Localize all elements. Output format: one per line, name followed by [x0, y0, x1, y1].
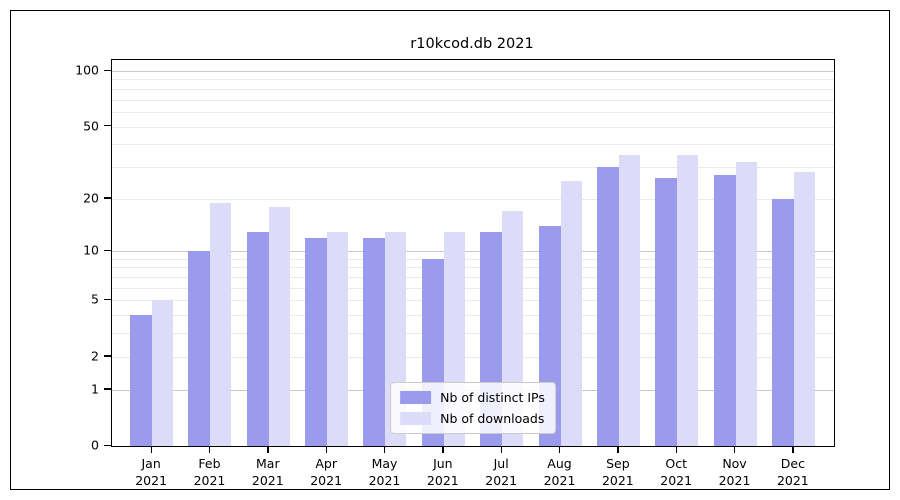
- x-tick-label-jan: Jan 2021: [135, 456, 168, 488]
- minor-gridline: [112, 99, 834, 101]
- minor-gridline: [112, 277, 834, 279]
- bar-distinct-ips-sep: [596, 167, 619, 446]
- bar-distinct-ips-feb: [188, 251, 211, 446]
- minor-gridline: [112, 258, 834, 260]
- y-tick-label: 1: [91, 381, 99, 397]
- x-tick-mark: [267, 446, 269, 453]
- bar-downloads-feb: [210, 202, 232, 446]
- major-gridline: [112, 251, 834, 253]
- x-tick-label-jul: Jul 2021: [485, 456, 518, 488]
- x-tick-label-may: May 2021: [368, 456, 401, 488]
- legend-entry-distinct-ips: Nb of distinct IPs: [400, 390, 545, 405]
- y-tick-mark: [104, 125, 111, 127]
- x-tick-mark: [500, 446, 503, 453]
- y-tick-mark: [104, 249, 111, 252]
- bar-downloads-aug: [560, 181, 582, 446]
- bar-downloads-apr: [327, 231, 349, 446]
- y-tick-label: 20: [83, 190, 99, 206]
- legend-swatch-downloads: [400, 412, 432, 425]
- legend-label-downloads: Nb of downloads: [440, 411, 545, 426]
- y-tick-label: 2: [91, 348, 99, 364]
- y-tick-label: 100: [75, 62, 99, 78]
- x-tick-mark: [792, 446, 794, 453]
- minor-gridline: [112, 144, 834, 146]
- x-tick-mark: [325, 446, 328, 453]
- y-tick-mark: [104, 444, 111, 446]
- y-tick-mark: [104, 388, 111, 390]
- minor-gridline: [112, 315, 834, 317]
- minor-gridline: [112, 267, 834, 269]
- bar-downloads-oct: [677, 154, 699, 446]
- x-tick-mark: [442, 446, 444, 453]
- minor-gridline: [112, 88, 834, 90]
- legend: Nb of distinct IPs Nb of downloads: [390, 382, 556, 434]
- legend-swatch-distinct-ips: [400, 391, 432, 404]
- x-tick-label-feb: Feb 2021: [193, 456, 226, 488]
- minor-gridline: [112, 126, 834, 128]
- y-tick-mark: [104, 69, 111, 71]
- x-tick-mark: [150, 446, 153, 453]
- legend-label-distinct-ips: Nb of distinct IPs: [440, 390, 545, 405]
- x-tick-label-aug: Aug 2021: [543, 456, 576, 488]
- plot-area: Nb of distinct IPs Nb of downloads: [111, 59, 835, 447]
- y-tick-mark: [104, 197, 111, 199]
- bar-downloads-dec: [793, 172, 815, 446]
- chart-title: r10kcod.db 2021: [410, 36, 534, 52]
- minor-gridline: [112, 111, 834, 113]
- bar-downloads-sep: [618, 154, 640, 446]
- x-tick-mark: [383, 446, 386, 453]
- bar-distinct-ips-nov: [713, 175, 736, 446]
- y-tick-label: 0: [91, 437, 99, 453]
- minor-gridline: [112, 356, 834, 358]
- bar-distinct-ips-apr: [305, 237, 328, 446]
- x-tick-label-dec: Dec 2021: [776, 456, 809, 488]
- bar-distinct-ips-oct: [655, 178, 678, 446]
- x-tick-label-apr: Apr 2021: [310, 456, 343, 488]
- y-tick-mark: [104, 355, 111, 357]
- major-gridline: [112, 71, 834, 72]
- x-tick-label-sep: Sep 2021: [601, 456, 634, 488]
- y-tick-label: 10: [83, 242, 99, 258]
- x-tick-mark: [208, 446, 211, 453]
- x-tick-mark: [559, 446, 561, 453]
- x-tick-label-jun: Jun 2021: [426, 456, 459, 488]
- bar-distinct-ips-dec: [771, 198, 794, 446]
- x-tick-mark: [617, 446, 619, 453]
- bar-downloads-nov: [735, 161, 757, 446]
- bar-distinct-ips-may: [363, 237, 386, 446]
- minor-gridline: [112, 166, 834, 168]
- x-tick-label-mar: Mar 2021: [251, 456, 284, 488]
- x-tick-label-oct: Oct 2021: [660, 456, 693, 488]
- minor-gridline: [112, 198, 834, 200]
- minor-gridline: [112, 333, 834, 335]
- legend-entry-downloads: Nb of downloads: [400, 411, 545, 426]
- minor-gridline: [112, 300, 834, 302]
- x-tick-mark: [675, 446, 678, 453]
- y-tick-mark: [104, 298, 111, 301]
- minor-gridline: [112, 287, 834, 289]
- bar-downloads-mar: [268, 206, 290, 446]
- x-tick-mark: [734, 446, 736, 453]
- bar-downloads-jan: [152, 300, 174, 446]
- y-tick-label: 5: [91, 291, 99, 307]
- minor-gridline: [112, 79, 834, 81]
- y-tick-label: 50: [83, 118, 99, 134]
- bar-distinct-ips-jan: [130, 315, 153, 446]
- x-tick-label-nov: Nov 2021: [718, 456, 751, 488]
- bar-distinct-ips-mar: [246, 231, 269, 446]
